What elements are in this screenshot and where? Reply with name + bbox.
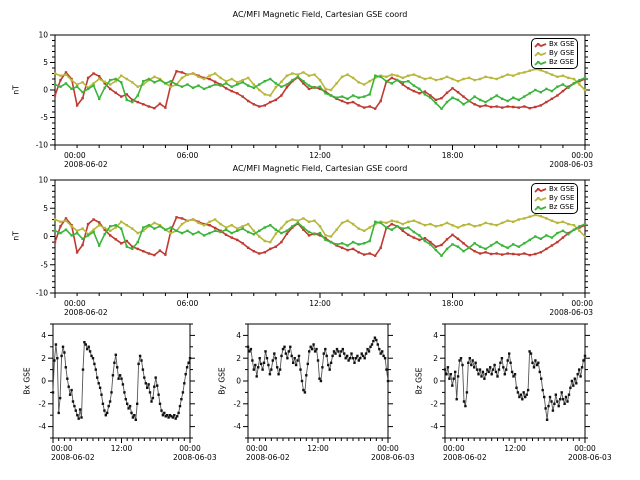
svg-text:00:00: 00:00 (246, 444, 268, 453)
svg-text:06:00: 06:00 (177, 151, 199, 160)
panel1-legend[interactable]: Bx GSE By GSE Bz GSE (531, 38, 579, 69)
svg-text:10: 10 (38, 31, 48, 40)
svg-text:5: 5 (43, 58, 48, 67)
legend-label-bx: Bx GSE (549, 185, 575, 193)
svg-text:00:00: 00:00 (64, 151, 86, 160)
panel2-legend[interactable]: Bx GSE By GSE Bz GSE (531, 183, 579, 214)
svg-text:2: 2 (41, 354, 46, 363)
panel3-ylabel: Bx GSE (22, 367, 32, 395)
svg-text:2: 2 (236, 354, 241, 363)
svg-text:00:00: 00:00 (443, 444, 465, 453)
svg-text:00:00: 00:00 (571, 299, 593, 308)
svg-text:4: 4 (433, 331, 438, 340)
legend-item-by[interactable]: By GSE (534, 49, 574, 58)
svg-text:0: 0 (433, 377, 438, 386)
svg-text:-2: -2 (431, 399, 439, 408)
svg-text:4: 4 (41, 331, 46, 340)
svg-text:2008-06-02: 2008-06-02 (64, 160, 108, 169)
svg-text:2008-06-02: 2008-06-02 (246, 453, 290, 462)
svg-text:12:00: 12:00 (309, 299, 331, 308)
bx-series-marker-icon (534, 187, 547, 193)
svg-text:00:00: 00:00 (377, 444, 399, 453)
legend-item-bx[interactable]: Bx GSE (534, 185, 574, 194)
svg-text:-5: -5 (41, 260, 49, 269)
by-series-marker-icon (534, 51, 547, 57)
legend-label-bx: Bx GSE (549, 40, 575, 48)
bx-series-marker-icon (534, 42, 547, 48)
svg-text:2008-06-02: 2008-06-02 (64, 308, 108, 317)
legend-item-bz[interactable]: Bz GSE (534, 58, 574, 67)
legend-label-by: By GSE (549, 194, 575, 202)
svg-text:0: 0 (43, 232, 48, 241)
svg-text:12:00: 12:00 (504, 444, 526, 453)
svg-text:12:00: 12:00 (309, 151, 331, 160)
svg-text:0: 0 (236, 377, 241, 386)
panel2-ylabel: nT (11, 231, 21, 241)
svg-text:2008-06-02: 2008-06-02 (443, 453, 487, 462)
bz-series-marker-icon (534, 60, 547, 66)
svg-text:2008-06-03: 2008-06-03 (371, 453, 415, 462)
legend-label-bz: Bz GSE (549, 203, 574, 211)
panel5-ylabel: Bz GSE (414, 367, 424, 395)
panel4-ylabel: By GSE (217, 367, 227, 395)
svg-text:00:00: 00:00 (574, 444, 596, 453)
svg-text:0: 0 (41, 377, 46, 386)
svg-text:-5: -5 (41, 113, 49, 122)
svg-text:2008-06-03: 2008-06-03 (568, 453, 612, 462)
svg-text:06:00: 06:00 (177, 299, 199, 308)
legend-item-bz[interactable]: Bz GSE (534, 203, 574, 212)
svg-text:-10: -10 (36, 141, 48, 150)
svg-text:10: 10 (38, 176, 48, 185)
svg-text:0: 0 (43, 86, 48, 95)
panel2-title: AC/MFI Magnetic Field, Cartesian GSE coo… (232, 164, 408, 173)
legend-label-by: By GSE (549, 49, 575, 57)
svg-text:-4: -4 (431, 422, 439, 431)
svg-text:12:00: 12:00 (111, 444, 133, 453)
svg-text:00:00: 00:00 (51, 444, 73, 453)
svg-text:2008-06-03: 2008-06-03 (549, 308, 593, 317)
svg-text:12:00: 12:00 (307, 444, 329, 453)
svg-text:00:00: 00:00 (64, 299, 86, 308)
legend-item-by[interactable]: By GSE (534, 194, 574, 203)
svg-text:00:00: 00:00 (179, 444, 201, 453)
svg-text:2: 2 (433, 354, 438, 363)
svg-text:2008-06-03: 2008-06-03 (549, 160, 593, 169)
svg-text:-4: -4 (39, 422, 47, 431)
svg-text:4: 4 (236, 331, 241, 340)
svg-text:2008-06-03: 2008-06-03 (173, 453, 217, 462)
svg-text:5: 5 (43, 204, 48, 213)
svg-text:-2: -2 (39, 399, 47, 408)
bz-series-marker-icon (534, 205, 547, 211)
svg-text:-4: -4 (234, 422, 242, 431)
svg-text:18:00: 18:00 (442, 299, 464, 308)
svg-text:00:00: 00:00 (571, 151, 593, 160)
svg-text:-10: -10 (36, 289, 48, 298)
svg-text:-2: -2 (234, 399, 242, 408)
legend-item-bx[interactable]: Bx GSE (534, 40, 574, 49)
svg-text:18:00: 18:00 (442, 151, 464, 160)
panel1-title: AC/MFI Magnetic Field, Cartesian GSE coo… (232, 10, 408, 19)
panel1-ylabel: nT (11, 85, 21, 95)
legend-label-bz: Bz GSE (549, 58, 574, 66)
by-series-marker-icon (534, 196, 547, 202)
svg-text:2008-06-02: 2008-06-02 (51, 453, 95, 462)
